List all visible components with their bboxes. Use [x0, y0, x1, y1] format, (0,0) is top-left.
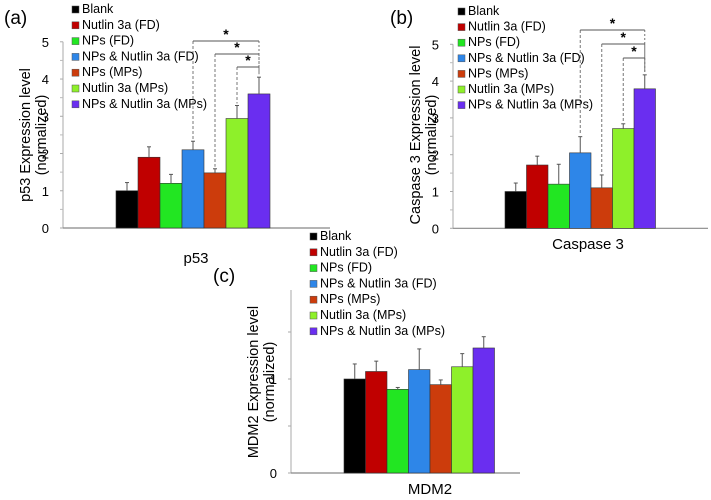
bar-nps-mps- [590, 187, 613, 229]
bar-nutlin-3a-fd- [137, 156, 161, 229]
bar-nutlin-3a-mps- [225, 118, 249, 229]
legend-label: Blank [82, 2, 114, 16]
legend-swatch [457, 54, 466, 63]
legend-label: Nutlin 3a (FD) [320, 245, 398, 259]
legend-swatch [71, 21, 80, 30]
y-axis-label-sub: (normalized) [424, 95, 440, 176]
legend-swatch [71, 100, 80, 109]
bar-nutlin-3a-fd- [526, 164, 549, 229]
legend-label: NPs (FD) [82, 34, 134, 48]
bar-nps-nutlin-3a-mps- [472, 347, 495, 474]
legend-label: Blank [468, 4, 500, 18]
bar-nps-fd- [159, 183, 183, 229]
bar-nutlin-3a-mps- [612, 128, 635, 229]
legend-swatch [309, 280, 318, 288]
y-tick-label: 0 [42, 221, 49, 236]
significance-star: * [621, 29, 627, 45]
chart-panel-b: (b) 0 1 2 3 4 5 Caspase 3 Expression level (norm… [390, 4, 708, 253]
bar-blank [504, 191, 527, 229]
legend-swatch [457, 23, 466, 31]
legend-label: Nutlin 3a (FD) [82, 18, 160, 32]
x-axis-label: MDM2 [408, 481, 452, 498]
chart-panel-c: (c) 0 1 MDM2 Expression level (normalized) MD… [213, 229, 520, 498]
y-tick-label: 4 [42, 72, 49, 87]
panel-label: (a) [4, 8, 27, 29]
legend-swatch [457, 38, 466, 47]
bar-blank [115, 190, 139, 229]
bar-nutlin-3a-mps- [451, 366, 474, 474]
y-axis-label: p53 Expression level [18, 68, 34, 202]
legend-label: Nutlin 3a (MPs) [82, 81, 168, 95]
panel-label: (b) [390, 8, 413, 29]
legend-swatch [309, 264, 318, 272]
bar-nps-nutlin-3a-fd- [569, 152, 592, 229]
x-axis-label: Caspase 3 [552, 236, 624, 253]
legend-label: Nutlin 3a (MPs) [468, 82, 554, 96]
y-tick-label: 4 [432, 74, 439, 89]
y-tick-label: 5 [432, 37, 439, 52]
legend-label: NPs (MPs) [82, 65, 142, 79]
y-axis-label-sub: (normalized) [34, 95, 50, 176]
legend-label: NPs & Nutlin 3a (MPs) [82, 97, 207, 111]
legend-label: NPs (FD) [468, 35, 520, 49]
legend-label: Nutlin 3a (FD) [468, 20, 546, 34]
y-tick-label: 0 [432, 221, 439, 236]
legend-swatch [309, 327, 318, 336]
legend-swatch [309, 232, 318, 241]
significance-star: * [631, 43, 637, 59]
panel-label: (c) [213, 266, 235, 287]
legend-swatch [71, 37, 80, 45]
legend-label: NPs & Nutlin 3a (FD) [320, 276, 437, 290]
y-tick-label: 2 [42, 147, 49, 162]
legend-swatch [71, 68, 80, 77]
legend-swatch [71, 84, 80, 93]
bar-nutlin-3a-fd- [365, 371, 388, 474]
bar-nps-mps- [429, 384, 452, 474]
legend-swatch [71, 5, 80, 14]
significance-star: * [245, 52, 251, 68]
significance-star: * [223, 26, 229, 42]
y-tick-label: 3 [432, 111, 439, 126]
bar-nps-fd- [547, 183, 570, 229]
legend-label: NPs (FD) [320, 261, 372, 275]
bar-nps-nutlin-3a-fd- [181, 149, 205, 229]
significance-star: * [234, 39, 240, 55]
legend-swatch [309, 248, 318, 257]
y-tick-label: 1 [42, 184, 49, 199]
legend-label: NPs & Nutlin 3a (FD) [468, 51, 585, 65]
legend-label: NPs (MPs) [468, 66, 528, 80]
chart-panel-a: (a) 0 1 2 3 4 5 p53 Expression level (normalized… [4, 2, 330, 267]
legend-swatch [71, 53, 80, 61]
legend-label: Nutlin 3a (MPs) [320, 308, 406, 322]
y-tick-label: 0 [270, 466, 277, 481]
legend-label: NPs (MPs) [320, 292, 380, 306]
bar-nps-nutlin-3a-mps- [633, 88, 656, 229]
y-axis-label: Caspase 3 Expression level [408, 46, 424, 225]
legend-label: NPs & Nutlin 3a (MPs) [468, 98, 593, 112]
legend-label: NPs & Nutlin 3a (FD) [82, 49, 199, 63]
legend-label: NPs & Nutlin 3a (MPs) [320, 324, 445, 338]
bar-nps-mps- [203, 172, 227, 229]
y-tick-label: 3 [42, 109, 49, 124]
bar-nps-fd- [386, 389, 409, 474]
significance-star: * [610, 15, 616, 31]
legend-swatch [457, 70, 466, 78]
y-tick-label: 1 [432, 185, 439, 200]
bar-nps-nutlin-3a-mps- [247, 93, 271, 229]
legend-swatch [457, 101, 466, 109]
y-axis-label-sub: (normalized) [262, 342, 278, 423]
y-tick-label: 5 [42, 35, 49, 50]
y-tick-label: 2 [432, 148, 439, 163]
bar-blank [343, 378, 366, 474]
legend-swatch [309, 311, 318, 320]
legend-label: Blank [320, 229, 352, 243]
y-axis-label: MDM2 Expression level [246, 306, 262, 458]
y-tick-label: 1 [270, 372, 277, 387]
legend-swatch [309, 295, 318, 304]
legend-swatch [457, 7, 466, 16]
legend-swatch [457, 85, 466, 94]
bar-nps-nutlin-3a-fd- [408, 369, 431, 474]
x-axis-label: p53 [183, 250, 208, 267]
